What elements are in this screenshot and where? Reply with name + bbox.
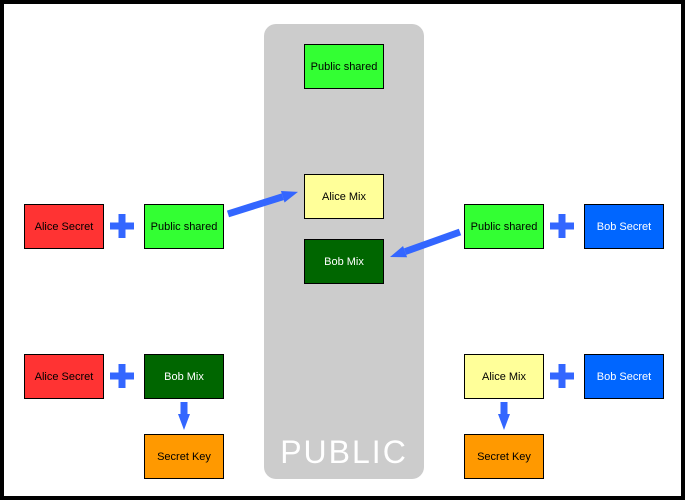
box-label: Bob Secret xyxy=(597,371,651,383)
diagram-canvas: PUBLIC Public shared Alice Secret Public s… xyxy=(0,0,685,500)
box-label: Alice Secret xyxy=(35,221,94,233)
box-alice-mix-center: Alice Mix xyxy=(304,174,384,219)
box-label: Public shared xyxy=(471,221,538,233)
box-bob-secret-1: Bob Secret xyxy=(584,204,664,249)
arrow-arrow-bobmix-to-secret-left xyxy=(166,390,202,442)
box-bob-secret-2: Bob Secret xyxy=(584,354,664,399)
box-top-public-shared: Public shared xyxy=(304,44,384,89)
plus-icon xyxy=(550,214,574,238)
box-label: Bob Secret xyxy=(597,221,651,233)
box-label: Alice Secret xyxy=(35,371,94,383)
box-label: Public shared xyxy=(311,61,378,73)
arrow-arrow-alicemix-to-secret-right xyxy=(486,390,522,442)
box-label: Bob Mix xyxy=(324,256,364,268)
plus-icon xyxy=(110,364,134,388)
box-label: Alice Mix xyxy=(322,191,366,203)
box-label: Secret Key xyxy=(477,451,531,463)
box-label: Secret Key xyxy=(157,451,211,463)
box-bob-mix-center: Bob Mix xyxy=(304,239,384,284)
box-public-shared-left: Public shared xyxy=(144,204,224,249)
box-alice-secret-2: Alice Secret xyxy=(24,354,104,399)
arrow-arrow-right-to-bobmix xyxy=(378,220,472,269)
arrow-arrow-left-to-alicemix xyxy=(216,179,310,226)
box-label: Public shared xyxy=(151,221,218,233)
box-alice-secret-1: Alice Secret xyxy=(24,204,104,249)
box-label: Alice Mix xyxy=(482,371,526,383)
box-label: Bob Mix xyxy=(164,371,204,383)
box-public-shared-right: Public shared xyxy=(464,204,544,249)
plus-icon xyxy=(550,364,574,388)
plus-icon xyxy=(110,214,134,238)
public-zone-label: PUBLIC xyxy=(264,434,424,471)
